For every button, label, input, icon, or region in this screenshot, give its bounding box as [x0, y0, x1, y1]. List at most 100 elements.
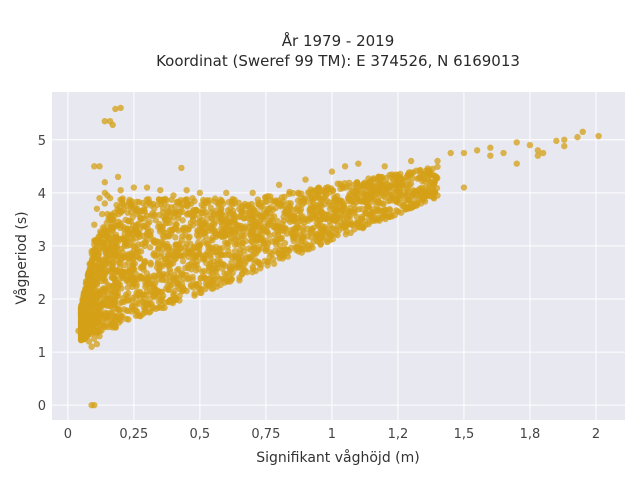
data-point [553, 137, 560, 145]
data-point [365, 175, 372, 182]
data-point [238, 265, 245, 272]
data-point [94, 310, 101, 318]
data-point [272, 241, 280, 248]
data-point [249, 263, 256, 271]
data-point [109, 274, 116, 281]
data-point [114, 282, 121, 290]
data-point [153, 238, 161, 245]
data-point [180, 224, 187, 232]
data-point [238, 209, 246, 216]
data-point [334, 180, 341, 187]
data-point [339, 184, 347, 192]
data-point [513, 139, 520, 146]
data-point [389, 197, 397, 204]
data-point [156, 211, 163, 219]
data-point [170, 252, 177, 260]
data-point [209, 279, 217, 287]
data-point [256, 212, 264, 220]
data-point [99, 224, 107, 231]
data-point [196, 285, 204, 292]
data-point [250, 250, 258, 257]
data-point [112, 268, 119, 276]
data-point [231, 214, 238, 222]
data-point [561, 136, 568, 143]
data-point [274, 217, 281, 225]
data-point [404, 205, 412, 212]
data-point [246, 255, 253, 263]
data-point [362, 209, 370, 217]
data-point [158, 276, 165, 283]
data-point [136, 254, 143, 261]
data-point [330, 217, 338, 224]
data-point [319, 187, 327, 194]
data-point [88, 343, 95, 350]
data-point [221, 226, 228, 233]
data-point [561, 142, 568, 150]
data-point [300, 224, 307, 231]
data-point [211, 198, 219, 205]
data-point [117, 186, 124, 194]
data-point [404, 192, 411, 199]
data-point [534, 152, 542, 159]
data-point [264, 228, 271, 235]
data-point [150, 272, 158, 279]
data-point [178, 203, 185, 211]
data-point [142, 283, 149, 291]
data-point [163, 197, 170, 204]
chart-title: År 1979 - 2019 [282, 31, 395, 50]
data-point [155, 196, 163, 204]
data-point [324, 237, 331, 244]
data-point [274, 200, 281, 207]
data-point [500, 149, 507, 157]
data-point [217, 281, 224, 289]
data-point [371, 189, 378, 196]
data-point [434, 163, 441, 170]
data-point [172, 234, 179, 241]
x-tick-labels: 0 0,25 0,5 0,75 1 1,2 1,5 1,8 2 [64, 427, 600, 442]
data-point [85, 313, 92, 320]
data-point [162, 215, 170, 222]
data-point [280, 227, 288, 235]
data-point [83, 332, 90, 340]
data-point [117, 314, 124, 321]
data-point [307, 242, 314, 249]
data-point [370, 175, 377, 182]
data-point [315, 221, 322, 228]
data-point [408, 192, 416, 199]
data-point [286, 188, 293, 196]
data-point [93, 340, 101, 348]
data-point [431, 172, 438, 179]
data-point [133, 280, 140, 288]
data-point [173, 267, 181, 274]
data-point [144, 276, 152, 284]
data-point [135, 198, 143, 206]
data-point [159, 260, 167, 267]
data-point [96, 332, 103, 340]
data-point [127, 204, 134, 211]
data-point [285, 200, 292, 207]
data-point [137, 248, 145, 255]
data-point [328, 168, 336, 175]
data-point [358, 215, 366, 222]
x-tick-label: 2 [592, 427, 600, 442]
data-point [117, 104, 124, 112]
data-point [373, 183, 380, 190]
data-point [138, 207, 145, 215]
data-point [120, 235, 127, 243]
data-point [238, 225, 246, 232]
data-point [164, 261, 172, 268]
data-point [324, 184, 331, 191]
data-point [330, 209, 338, 217]
data-point [247, 219, 254, 227]
data-point [355, 221, 362, 228]
data-point [297, 206, 305, 213]
data-point [367, 212, 375, 220]
data-point [447, 149, 454, 157]
data-point [116, 263, 124, 271]
data-point [125, 217, 133, 225]
data-point [339, 203, 346, 211]
data-point [109, 262, 117, 269]
data-point [275, 181, 283, 189]
data-point [127, 199, 134, 207]
